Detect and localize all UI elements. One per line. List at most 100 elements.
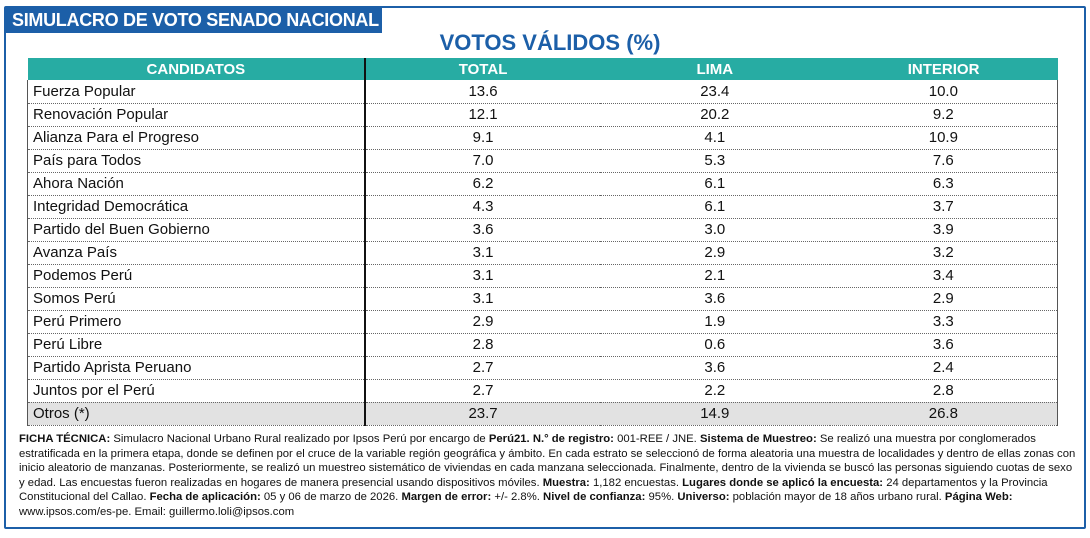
table-row: Partido del Buen Gobierno 3.6 3.0 3.9 [27,218,1058,242]
interior-value: 3.7 [829,195,1058,219]
table-subtitle: VOTOS VÁLIDOS (%) [439,30,661,55]
interior-value: 6.3 [829,172,1058,196]
total-value: 13.6 [364,80,600,104]
note-text: www.ipsos.com/es-pe. Email: guillermo.lo… [19,505,295,518]
table-row: Podemos Perú 3.1 2.1 3.4 [27,264,1058,288]
lima-value: 6.1 [599,195,830,219]
total-value: 3.1 [364,241,600,265]
candidate-name: Juntos por el Perú [27,379,366,403]
note-label: FICHA TÉCNICA: [19,433,114,445]
table-row: Juntos por el Perú 2.7 2.2 2.8 [27,379,1058,403]
note-text: +/- 2.8%. [494,491,544,504]
interior-value: 3.3 [829,310,1058,334]
table-row: Partido Aprista Peruano 2.7 3.6 2.4 [27,356,1058,380]
note-label: Margen de error: [401,491,495,504]
table-row: Perú Libre 2.8 0.6 3.6 [27,333,1058,357]
candidate-name: Ahora Nación [27,172,366,196]
candidate-name: Perú Primero [27,310,366,334]
lima-value: 3.0 [599,218,830,242]
candidate-name: Integridad Democrática [27,195,366,219]
note-text: Simulacro Nacional Urbano Rural realizad… [113,433,489,445]
table-row: Renovación Popular 12.1 20.2 9.2 [27,103,1058,127]
interior-value: 3.2 [829,241,1058,265]
table-row: Avanza País 3.1 2.9 3.2 [27,241,1058,265]
candidate-name: País para Todos [27,149,366,173]
page-title: SIMULACRO DE VOTO SENADO NACIONAL [6,8,382,33]
candidate-name: Fuerza Popular [27,80,366,104]
note-text: 1,182 encuestas. [592,476,683,489]
total-value: 3.1 [364,287,600,311]
interior-value: 10.0 [829,80,1058,104]
lima-value: 1.9 [599,310,830,334]
lima-value: 14.9 [599,402,830,426]
table-row: Somos Perú 3.1 3.6 2.9 [27,287,1058,311]
note-label: Universo: [677,491,733,504]
candidate-name: Renovación Popular [27,103,366,127]
table-row: Integridad Democrática 4.3 6.1 3.7 [27,195,1058,219]
note-label: Página Web: [944,491,1013,504]
table-row: País para Todos 7.0 5.3 7.6 [27,149,1058,173]
note-text: 001-REE / JNE. [617,433,700,445]
candidate-name: Podemos Perú [27,264,366,288]
lima-value: 3.6 [599,287,830,311]
lima-value: 20.2 [599,103,830,127]
table-header: CANDIDATOS TOTAL LIMA INTERIOR [27,58,1058,80]
note-label: Perú21. N.° de registro: [488,433,618,445]
total-value: 2.9 [364,310,600,334]
lima-value: 2.9 [599,241,830,265]
note-label: Lugares donde se aplicó la encuesta: [682,476,887,489]
candidate-name: Perú Libre [27,333,366,357]
results-table: CANDIDATOS TOTAL LIMA INTERIOR Fuerza Po… [27,58,1058,426]
total-value: 4.3 [364,195,600,219]
lima-value: 2.2 [599,379,830,403]
note-label: Muestra: [542,476,593,489]
interior-value: 2.4 [829,356,1058,380]
total-value: 7.0 [364,149,600,173]
note-text: población mayor de 18 años urbano rural. [732,491,945,504]
table-row: Alianza Para el Progreso 9.1 4.1 10.9 [27,126,1058,150]
total-value: 6.2 [364,172,600,196]
note-label: Sistema de Muestreo: [699,433,820,445]
interior-value: 3.4 [829,264,1058,288]
lima-value: 4.1 [599,126,830,150]
lima-value: 3.6 [599,356,830,380]
total-value: 12.1 [364,103,600,127]
total-value: 2.8 [364,333,600,357]
interior-value: 9.2 [829,103,1058,127]
note-text: 24 departamentos y la Provincia Constitu… [19,476,1048,504]
interior-value: 2.9 [829,287,1058,311]
total-value: 23.7 [364,402,600,426]
note-text: 05 y 06 de marzo de 2026. [263,491,402,504]
interior-value: 10.9 [829,126,1058,150]
header-candidatos: CANDIDATOS [27,58,366,80]
total-value: 2.7 [364,379,600,403]
table-row: Fuerza Popular 13.6 23.4 10.0 [27,80,1058,104]
interior-value: 7.6 [829,149,1058,173]
interior-value: 3.9 [829,218,1058,242]
total-value: 2.7 [364,356,600,380]
note-text: Se realizó una muestra por conglomerados… [19,433,1076,489]
candidate-name: Partido Aprista Peruano [27,356,366,380]
lima-value: 23.4 [599,80,830,104]
lima-value: 6.1 [599,172,830,196]
candidate-name: Avanza País [27,241,366,265]
note-text: 95%. [648,491,678,504]
lima-value: 0.6 [599,333,830,357]
candidate-name: Otros (*) [27,402,366,426]
infographic-frame [4,6,1086,529]
candidate-name: Alianza Para el Progreso [27,126,366,150]
candidate-name: Somos Perú [27,287,366,311]
note-label: Fecha de aplicación: [149,491,264,504]
interior-value: 2.8 [829,379,1058,403]
technical-note: FICHA TÉCNICA: Simulacro Nacional Urbano… [19,432,1077,520]
header-total: TOTAL [364,58,600,80]
candidate-name: Partido del Buen Gobierno [27,218,366,242]
interior-value: 26.8 [829,402,1058,426]
total-value: 3.1 [364,264,600,288]
total-value: 9.1 [364,126,600,150]
table-row: Perú Primero 2.9 1.9 3.3 [27,310,1058,334]
note-label: Nivel de confianza: [543,491,649,504]
table-row: Otros (*) 23.7 14.9 26.8 [27,402,1058,426]
header-lima: LIMA [599,58,830,80]
table-row: Ahora Nación 6.2 6.1 6.3 [27,172,1058,196]
